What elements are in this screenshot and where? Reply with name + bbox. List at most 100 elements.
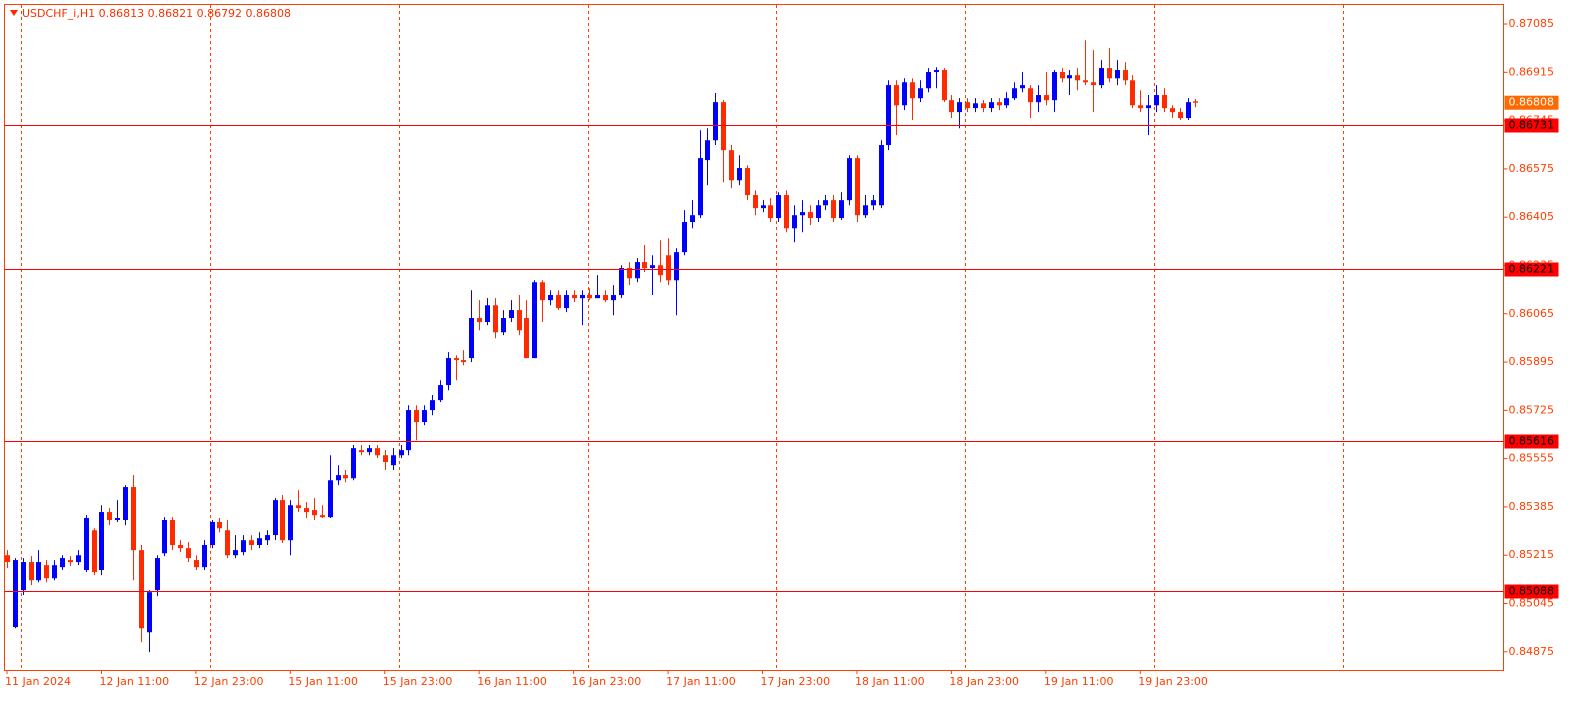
candle-body xyxy=(1060,72,1065,79)
candle-body xyxy=(1044,95,1049,101)
x-tick-label: 12 Jan 11:00 xyxy=(99,675,169,688)
candle-body xyxy=(241,540,246,553)
candle-body xyxy=(548,295,553,301)
candle-body xyxy=(784,195,789,229)
candle-body xyxy=(587,295,592,299)
chart-title: USDCHF_i,H1 0.86813 0.86821 0.86792 0.86… xyxy=(22,7,291,20)
candle-body xyxy=(288,505,293,541)
candle-body xyxy=(446,358,451,386)
candle-body xyxy=(540,282,545,301)
candle-body xyxy=(753,195,758,209)
h-line-label-box xyxy=(1504,262,1559,277)
candle-body xyxy=(1146,105,1151,109)
y-tick-label: 0.84875 xyxy=(1509,645,1555,658)
candle-body xyxy=(76,555,81,563)
candle-body xyxy=(92,530,97,572)
plot-frame xyxy=(4,4,1504,671)
candle-body xyxy=(21,562,26,591)
candle-body xyxy=(430,400,435,411)
candle-body xyxy=(1107,68,1112,79)
candle-body xyxy=(517,310,522,331)
candle-body xyxy=(658,265,663,276)
candle-body xyxy=(879,145,884,206)
candle-body xyxy=(823,200,828,206)
h-line-label-box xyxy=(1504,118,1559,133)
candle-body xyxy=(217,522,222,529)
candle-body xyxy=(650,265,655,269)
candle-body xyxy=(178,545,183,549)
candle-body xyxy=(635,262,640,279)
x-tick-label: 12 Jan 23:00 xyxy=(194,675,264,688)
candle-body xyxy=(1067,75,1072,79)
candle-body xyxy=(855,158,860,216)
x-tick-label: 15 Jan 23:00 xyxy=(383,675,453,688)
candle-body xyxy=(690,215,695,223)
candle-body xyxy=(1012,88,1017,99)
candle-body xyxy=(926,72,931,89)
candle-body xyxy=(894,85,899,106)
candle-body xyxy=(619,268,624,296)
candle-body xyxy=(52,565,57,579)
candle-body xyxy=(265,535,270,541)
candle-body xyxy=(225,530,230,556)
candle-body xyxy=(524,318,529,359)
candle-body xyxy=(351,448,356,479)
candle-body xyxy=(461,360,466,363)
menu-arrow[interactable] xyxy=(10,10,18,16)
candle-body xyxy=(847,158,852,201)
candle-body xyxy=(13,560,18,628)
candle-body xyxy=(1170,108,1175,113)
candle-body xyxy=(965,102,970,109)
x-tick-label: 19 Jan 23:00 xyxy=(1138,675,1208,688)
candle-body xyxy=(1091,82,1096,86)
candle-body xyxy=(115,518,120,521)
candle-body xyxy=(99,512,104,571)
candle-body xyxy=(1083,80,1088,83)
h-line-label: 0.85088 xyxy=(1509,585,1555,598)
candle-body xyxy=(123,487,128,521)
candle-body xyxy=(1130,80,1135,106)
candle-body xyxy=(273,500,278,536)
candle-body xyxy=(698,158,703,216)
candle-body xyxy=(871,200,876,206)
candle-body xyxy=(949,100,954,113)
candle-body xyxy=(170,520,175,546)
h-line-label: 0.86731 xyxy=(1509,119,1555,132)
candle-body xyxy=(68,560,73,563)
x-tick-label: 16 Jan 11:00 xyxy=(477,675,547,688)
y-tick-label: 0.87085 xyxy=(1509,17,1555,30)
candle-body xyxy=(1020,85,1025,89)
x-tick-label: 11 Jan 2024 xyxy=(5,675,71,688)
candle-body xyxy=(863,205,868,216)
candle-body xyxy=(29,562,34,581)
last-price-box xyxy=(1504,95,1559,110)
candle-body xyxy=(1186,102,1191,119)
candle-body xyxy=(918,88,923,99)
x-tick-label: 19 Jan 11:00 xyxy=(1044,675,1114,688)
candle-body xyxy=(399,450,404,456)
candle-body xyxy=(131,487,136,551)
candle-body xyxy=(886,85,891,146)
candle-body xyxy=(973,103,978,109)
candle-body xyxy=(721,102,726,151)
candle-body xyxy=(1193,101,1198,103)
candle-body xyxy=(957,102,962,113)
candle-body xyxy=(194,560,199,568)
candle-body xyxy=(737,168,742,181)
candle-body xyxy=(1162,95,1167,109)
y-tick-label: 0.85215 xyxy=(1509,548,1555,561)
candle-body xyxy=(611,295,616,301)
candle-body xyxy=(485,305,490,323)
candle-body xyxy=(808,212,813,219)
y-tick-label: 0.85045 xyxy=(1509,597,1555,610)
candle-body xyxy=(1115,70,1120,79)
candle-body xyxy=(1154,95,1159,106)
candle-body xyxy=(1123,70,1128,81)
candle-body xyxy=(320,515,325,518)
candle-body xyxy=(139,550,144,629)
candle-body xyxy=(477,318,482,323)
candle-body xyxy=(1138,105,1143,109)
candle-body xyxy=(532,282,537,359)
candle-body xyxy=(745,168,750,196)
candle-body xyxy=(107,512,112,521)
